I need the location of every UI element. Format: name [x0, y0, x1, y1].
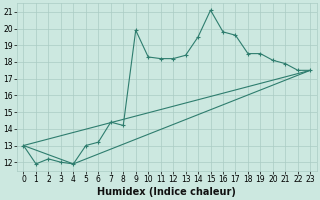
- X-axis label: Humidex (Indice chaleur): Humidex (Indice chaleur): [98, 187, 236, 197]
